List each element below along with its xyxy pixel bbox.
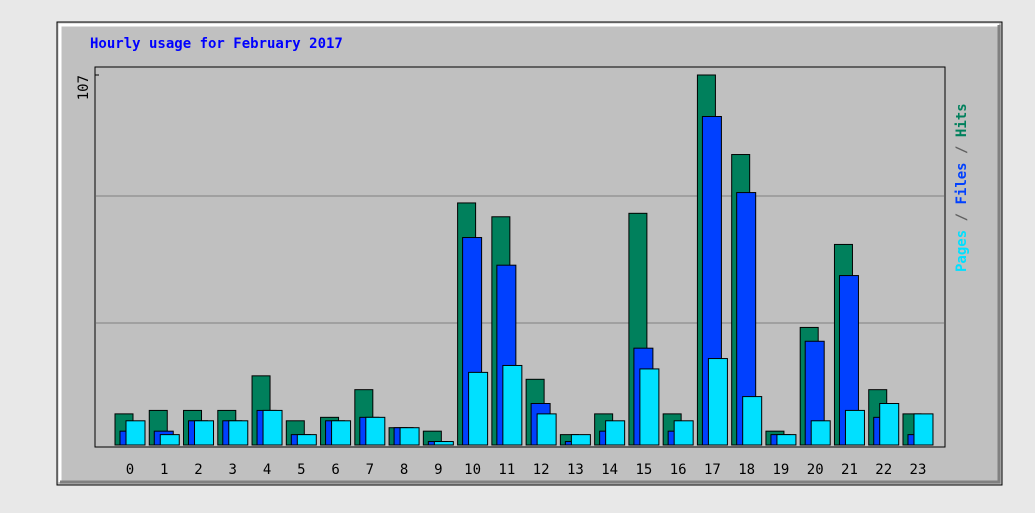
x-tick-label: 16 bbox=[670, 462, 687, 478]
x-tick-label: 20 bbox=[807, 462, 824, 478]
x-tick-label: 7 bbox=[366, 462, 374, 478]
x-tick-label: 23 bbox=[910, 462, 927, 478]
bar bbox=[776, 434, 797, 446]
bar bbox=[296, 434, 317, 446]
x-tick-label: 8 bbox=[400, 462, 408, 478]
bar bbox=[194, 420, 215, 446]
bar bbox=[502, 364, 523, 446]
x-tick-label: 12 bbox=[533, 462, 550, 478]
legend: Pages / Files / Hits bbox=[954, 103, 970, 272]
x-tick-label: 3 bbox=[229, 462, 237, 478]
bar bbox=[228, 420, 249, 446]
bar bbox=[605, 420, 626, 446]
bar bbox=[742, 396, 763, 446]
bar bbox=[879, 403, 900, 446]
bar bbox=[810, 420, 831, 446]
bar bbox=[913, 413, 934, 446]
x-tick-label: 5 bbox=[297, 462, 305, 478]
x-tick-label: 1 bbox=[160, 462, 168, 478]
x-tick-label: 14 bbox=[601, 462, 618, 478]
bar bbox=[365, 416, 386, 446]
x-tick-label: 2 bbox=[194, 462, 202, 478]
bar bbox=[433, 441, 454, 446]
bar bbox=[399, 427, 420, 446]
legend-entry: Hits bbox=[954, 103, 970, 137]
bar bbox=[331, 420, 352, 446]
legend-entry: Pages bbox=[954, 230, 970, 272]
x-tick-label: 22 bbox=[875, 462, 892, 478]
x-tick-label: 21 bbox=[841, 462, 858, 478]
bar bbox=[468, 371, 489, 446]
x-tick-label: 9 bbox=[434, 462, 442, 478]
x-tick-label: 13 bbox=[567, 462, 584, 478]
bar bbox=[673, 420, 694, 446]
bar bbox=[536, 413, 557, 446]
bar bbox=[262, 409, 283, 446]
bar bbox=[844, 409, 865, 446]
bar bbox=[125, 420, 146, 446]
chart-title: Hourly usage for February 2017 bbox=[90, 36, 343, 52]
x-tick-label: 4 bbox=[263, 462, 271, 478]
bar bbox=[639, 368, 660, 446]
y-tick-label: 107 bbox=[76, 75, 92, 100]
x-tick-label: 6 bbox=[331, 462, 339, 478]
legend-entry: Files bbox=[954, 162, 970, 204]
legend-separator: / bbox=[954, 146, 970, 154]
bar bbox=[707, 358, 728, 446]
x-tick-label: 18 bbox=[738, 462, 755, 478]
x-tick-label: 15 bbox=[635, 462, 652, 478]
frame-bevel-light bbox=[58, 23, 999, 482]
x-tick-label: 19 bbox=[773, 462, 790, 478]
x-tick-label: 10 bbox=[464, 462, 481, 478]
x-tick-label: 0 bbox=[126, 462, 134, 478]
frame-bevel-dark bbox=[60, 25, 1001, 484]
bar bbox=[570, 434, 591, 446]
legend-separator: / bbox=[954, 213, 970, 221]
x-tick-label: 17 bbox=[704, 462, 721, 478]
bar bbox=[159, 434, 180, 446]
x-tick-label: 11 bbox=[498, 462, 515, 478]
